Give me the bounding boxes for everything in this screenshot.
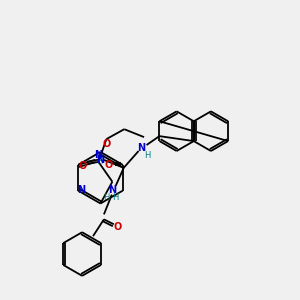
Text: H: H xyxy=(144,152,151,160)
Text: N: N xyxy=(96,155,104,165)
Text: H: H xyxy=(96,158,103,166)
Text: O: O xyxy=(105,160,113,170)
Text: N: N xyxy=(77,184,85,195)
Text: H: H xyxy=(112,193,119,202)
Text: N: N xyxy=(94,150,103,160)
Text: N: N xyxy=(137,143,146,153)
Text: N: N xyxy=(108,184,116,195)
Text: O: O xyxy=(102,139,110,149)
Text: O: O xyxy=(79,161,87,171)
Text: O: O xyxy=(114,222,122,232)
Text: H: H xyxy=(103,193,109,202)
